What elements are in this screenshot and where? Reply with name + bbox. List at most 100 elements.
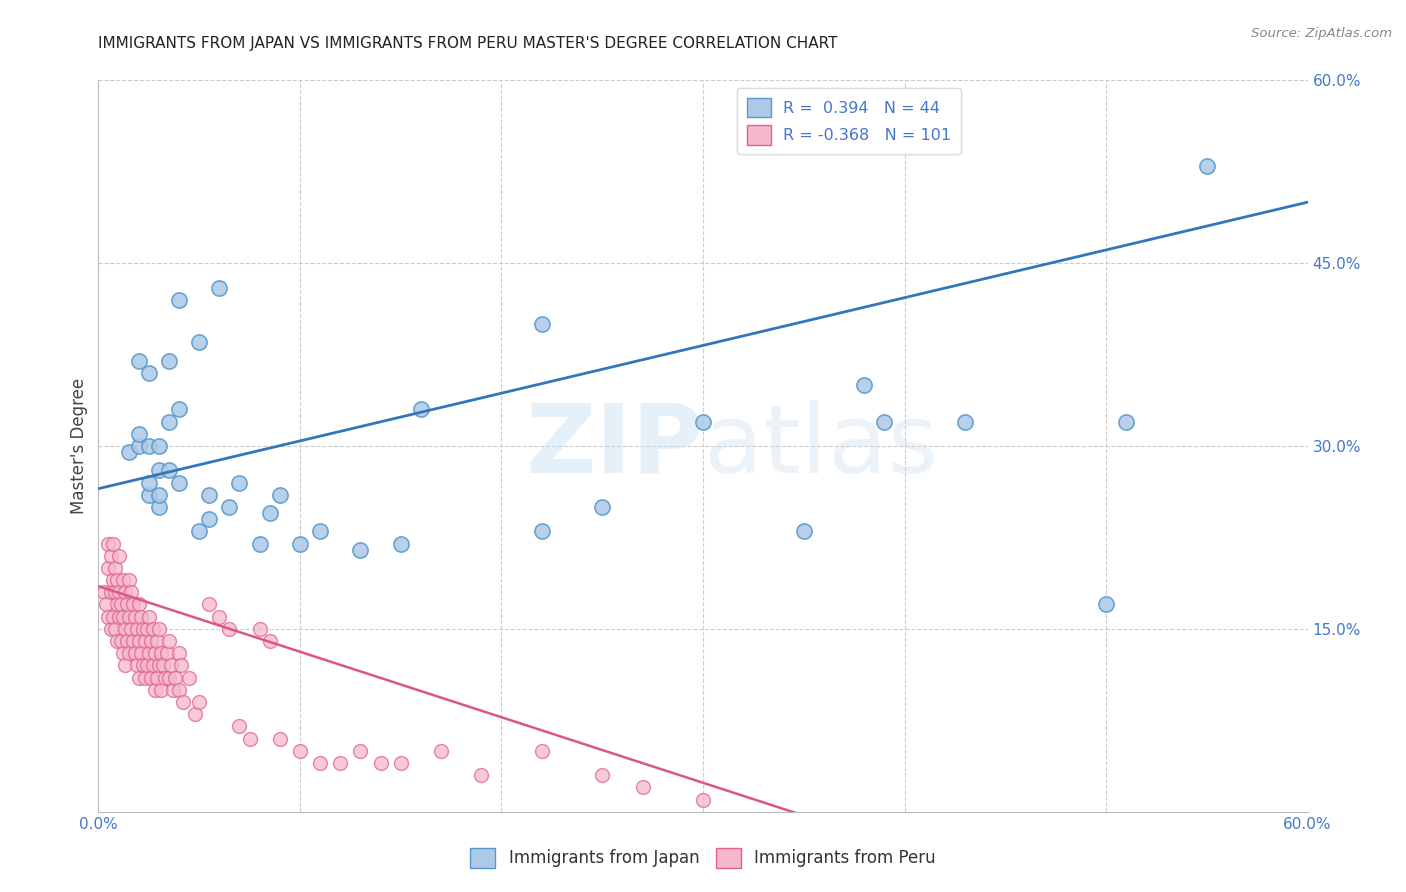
Point — [103, 585, 125, 599]
Point — [157, 353, 180, 368]
Point — [111, 573, 134, 587]
Point — [118, 609, 141, 624]
Point — [120, 585, 142, 599]
Point — [853, 378, 876, 392]
Point — [160, 658, 183, 673]
Point — [148, 488, 170, 502]
Y-axis label: Master's Degree: Master's Degree — [70, 378, 89, 514]
Point — [97, 609, 120, 624]
Point — [132, 622, 155, 636]
Point — [157, 671, 180, 685]
Point — [167, 646, 190, 660]
Point — [349, 542, 371, 557]
Point — [692, 415, 714, 429]
Point — [288, 536, 311, 550]
Point — [157, 415, 180, 429]
Point — [97, 561, 120, 575]
Point — [228, 475, 250, 490]
Point — [138, 488, 160, 502]
Point — [125, 622, 148, 636]
Point — [156, 646, 179, 660]
Text: atlas: atlas — [703, 400, 938, 492]
Point — [793, 524, 815, 539]
Point — [167, 475, 190, 490]
Point — [208, 280, 231, 294]
Point — [125, 658, 148, 673]
Point — [692, 792, 714, 806]
Point — [115, 598, 138, 612]
Point — [1195, 159, 1218, 173]
Point — [167, 293, 190, 307]
Point — [120, 622, 142, 636]
Point — [124, 646, 146, 660]
Point — [163, 671, 186, 685]
Point — [114, 658, 136, 673]
Point — [105, 598, 128, 612]
Point — [162, 682, 184, 697]
Point — [139, 634, 162, 648]
Point — [138, 475, 160, 490]
Point — [170, 658, 193, 673]
Point — [118, 573, 141, 587]
Point — [389, 756, 412, 770]
Point — [218, 500, 240, 514]
Point — [128, 598, 150, 612]
Point — [128, 671, 150, 685]
Point — [139, 671, 162, 685]
Point — [118, 646, 141, 660]
Point — [198, 512, 221, 526]
Point — [110, 634, 132, 648]
Point — [111, 646, 134, 660]
Point — [349, 744, 371, 758]
Point — [96, 598, 118, 612]
Point — [249, 622, 271, 636]
Point — [409, 402, 432, 417]
Point — [309, 524, 332, 539]
Text: Source: ZipAtlas.com: Source: ZipAtlas.com — [1251, 27, 1392, 40]
Point — [146, 634, 169, 648]
Point — [142, 622, 165, 636]
Point — [329, 756, 352, 770]
Point — [138, 366, 160, 380]
Point — [1095, 598, 1118, 612]
Point — [148, 622, 170, 636]
Point — [128, 634, 150, 648]
Point — [110, 598, 132, 612]
Point — [134, 671, 156, 685]
Point — [101, 536, 124, 550]
Point — [97, 536, 120, 550]
Point — [114, 585, 136, 599]
Point — [953, 415, 976, 429]
Point — [128, 353, 150, 368]
Point — [93, 585, 115, 599]
Point — [103, 561, 125, 575]
Text: IMMIGRANTS FROM JAPAN VS IMMIGRANTS FROM PERU MASTER'S DEGREE CORRELATION CHART: IMMIGRANTS FROM JAPAN VS IMMIGRANTS FROM… — [98, 36, 838, 51]
Point — [218, 622, 240, 636]
Point — [132, 658, 155, 673]
Point — [309, 756, 332, 770]
Point — [100, 622, 122, 636]
Point — [167, 402, 190, 417]
Point — [153, 671, 176, 685]
Point — [269, 488, 291, 502]
Point — [103, 622, 125, 636]
Point — [124, 609, 146, 624]
Point — [148, 658, 170, 673]
Point — [530, 744, 553, 758]
Point — [259, 506, 281, 520]
Point — [138, 646, 160, 660]
Point — [121, 598, 143, 612]
Point — [142, 658, 165, 673]
Point — [143, 682, 166, 697]
Point — [107, 549, 129, 563]
Point — [129, 646, 152, 660]
Point — [198, 598, 221, 612]
Point — [105, 634, 128, 648]
Point — [128, 439, 150, 453]
Point — [128, 426, 150, 441]
Point — [470, 768, 492, 782]
Point — [188, 695, 211, 709]
Point — [288, 744, 311, 758]
Point — [157, 463, 180, 477]
Legend: Immigrants from Japan, Immigrants from Peru: Immigrants from Japan, Immigrants from P… — [464, 841, 942, 875]
